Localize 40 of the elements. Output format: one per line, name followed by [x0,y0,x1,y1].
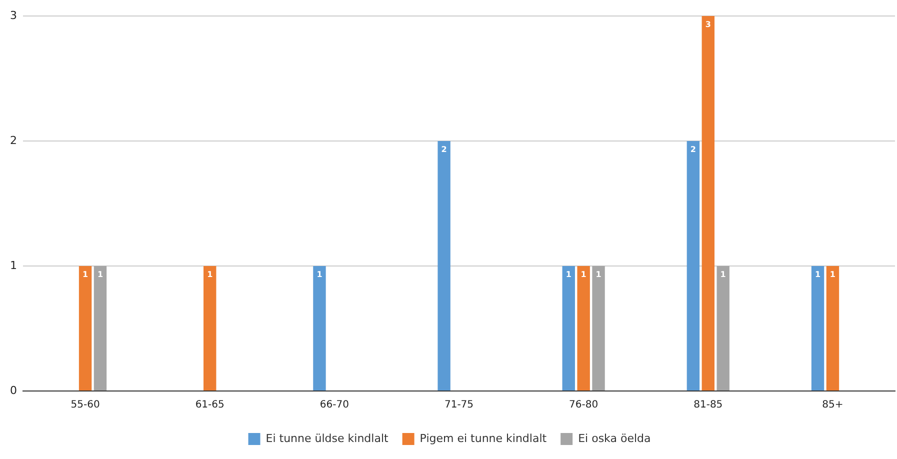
bar [562,266,575,390]
bar [78,266,92,390]
x-tick-label: 61-65 [195,400,224,411]
legend-label: Ei tunne üldse kindlalt [266,432,389,445]
y-tick-label: 2 [10,134,17,147]
bar [686,141,700,390]
y-tick-label: 0 [10,384,17,397]
data-label: 1 [596,270,602,280]
data-label: 1 [720,270,726,280]
data-label: 1 [82,270,88,280]
bar [438,141,450,390]
bar [702,16,714,390]
bar [313,266,326,390]
bar [577,266,590,390]
data-label: 1 [814,270,821,280]
x-tick-label: 76-80 [569,400,598,411]
data-label: 1 [580,270,587,280]
legend-label: Ei oska öelda [578,432,651,445]
data-label: 1 [316,270,323,280]
data-label: 1 [566,270,572,280]
data-label: 2 [441,145,447,154]
data-label: 2 [690,145,696,154]
bar [826,266,840,390]
bar [811,266,824,390]
x-tick-label: 81-85 [694,400,723,411]
data-label: 3 [705,20,711,30]
bar [94,266,107,390]
x-tick-label: 85+ [822,400,844,411]
y-tick-label: 3 [10,8,17,22]
bar [592,266,605,390]
x-tick-label: 71-75 [444,400,474,411]
data-label: 1 [830,270,836,280]
legend-label: Pigem ei tunne kindlalt [420,432,548,445]
x-tick-label: 66-70 [320,400,349,411]
bar [716,266,730,390]
x-tick-label: 55-60 [70,400,100,411]
data-label: 1 [97,270,104,280]
bar [204,266,216,390]
y-tick-label: 1 [10,258,17,272]
data-label: 1 [207,270,214,280]
